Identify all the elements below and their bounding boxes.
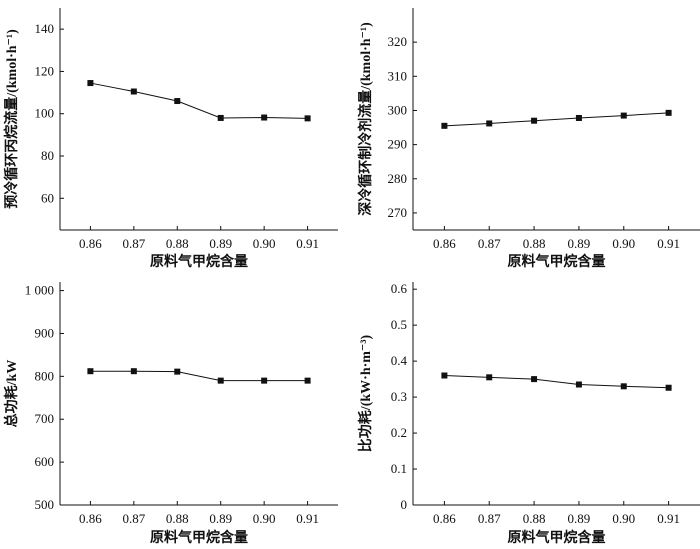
x-tick-label: 0.89 <box>209 511 232 526</box>
x-tick-label: 0.88 <box>523 236 546 251</box>
x-tick-label: 0.86 <box>79 236 102 251</box>
x-tick-label: 0.91 <box>296 236 319 251</box>
data-point <box>575 114 582 121</box>
data-point <box>87 80 94 87</box>
data-point <box>441 372 448 379</box>
y-tick-label: 0.5 <box>391 317 407 332</box>
y-tick-label: 500 <box>35 497 55 512</box>
x-tick-label: 0.87 <box>122 236 145 251</box>
data-point <box>486 374 493 381</box>
total-power-chart: 0.86 0.87 0.88 0.89 0.90 0.91 500 600 700 800 900 1… <box>3 282 338 546</box>
data-point <box>620 112 627 119</box>
y-tick-label: 270 <box>388 205 408 220</box>
series-line <box>444 375 669 389</box>
data-point <box>486 120 493 127</box>
x-tick-label: 0.91 <box>657 511 680 526</box>
data-point <box>130 88 137 95</box>
y-tick-label: 0.3 <box>391 389 407 404</box>
data-point <box>261 377 268 384</box>
data-point <box>531 376 538 383</box>
y-tick-label: 320 <box>388 34 408 49</box>
x-tick-label: 0.90 <box>612 236 635 251</box>
data-point <box>665 384 672 391</box>
y-tick-label: 0.2 <box>391 425 407 440</box>
data-point <box>130 368 137 375</box>
x-tick-label: 0.86 <box>433 236 456 251</box>
y-tick-label: 300 <box>388 102 408 117</box>
x-tick-label: 0.87 <box>478 236 501 251</box>
x-axis-title: 原料气甲烷含量 <box>508 529 606 546</box>
y-axis-title: 比功耗/(kW·h·m⁻³) <box>357 334 374 452</box>
x-tick-label: 0.88 <box>523 511 546 526</box>
x-tick-label: 0.91 <box>657 236 680 251</box>
y-tick-label: 1 000 <box>25 283 54 298</box>
x-tick-label: 0.90 <box>612 511 635 526</box>
series-line <box>90 370 308 382</box>
series-line <box>444 112 669 127</box>
y-tick-label: 140 <box>35 21 55 36</box>
y-tick-label: 290 <box>388 137 408 152</box>
deepcool-refrigerant-flow-chart: 0.86 0.87 0.88 0.89 0.90 0.91 270 280 290 300 310 3… <box>357 8 700 270</box>
series-line <box>90 82 308 119</box>
x-tick-label: 0.87 <box>122 511 145 526</box>
data-point <box>87 368 94 375</box>
y-tick-label: 800 <box>35 368 55 383</box>
specific-power-chart: 0.86 0.87 0.88 0.89 0.90 0.91 0 0.1 0.2 0.3 0.4 0.5… <box>357 281 700 546</box>
data-point <box>575 381 582 388</box>
x-tick-label: 0.88 <box>166 236 189 251</box>
x-tick-label: 0.86 <box>433 511 456 526</box>
y-tick-label: 120 <box>35 63 55 78</box>
y-tick-label: 0 <box>401 497 408 512</box>
data-point <box>174 368 181 375</box>
data-point <box>304 115 311 122</box>
y-axis-title: 总功耗/kW <box>3 360 20 428</box>
x-axis-title: 原料气甲烷含量 <box>150 529 248 546</box>
y-tick-label: 100 <box>35 106 55 121</box>
x-tick-label: 0.87 <box>478 511 501 526</box>
x-tick-label: 0.89 <box>209 236 232 251</box>
data-point <box>217 377 224 384</box>
y-tick-label: 600 <box>35 454 55 469</box>
y-axis-title: 深冷循环制冷剂流量/(kmol·h⁻¹) <box>357 22 374 216</box>
data-point <box>531 117 538 124</box>
data-point <box>261 114 268 121</box>
y-tick-label: 700 <box>35 411 55 426</box>
y-axis-title: 预冷循环丙烷流量/(kmol·h⁻¹) <box>3 29 20 209</box>
y-tick-label: 60 <box>41 190 54 205</box>
y-tick-label: 80 <box>41 148 54 163</box>
x-axis-title: 原料气甲烷含量 <box>150 253 248 270</box>
data-point <box>620 383 627 390</box>
x-tick-label: 0.90 <box>253 236 276 251</box>
y-tick-label: 0.4 <box>391 353 408 368</box>
x-tick-label: 0.89 <box>568 236 591 251</box>
x-tick-label: 0.91 <box>296 511 319 526</box>
data-point <box>441 122 448 129</box>
data-point <box>217 114 224 121</box>
data-point <box>174 98 181 105</box>
y-tick-label: 280 <box>388 171 408 186</box>
data-point <box>304 377 311 384</box>
x-axis-title: 原料气甲烷含量 <box>508 253 606 270</box>
y-tick-label: 0.6 <box>391 281 408 296</box>
data-point <box>665 109 672 116</box>
precool-propane-flow-chart: 0.86 0.87 0.88 0.89 0.90 0.91 60 80 100 120 140 原料气… <box>3 8 338 270</box>
x-tick-label: 0.90 <box>253 511 276 526</box>
y-tick-label: 0.1 <box>391 461 407 476</box>
y-tick-label: 900 <box>35 325 55 340</box>
y-tick-label: 310 <box>388 68 408 83</box>
x-tick-label: 0.88 <box>166 511 189 526</box>
x-tick-label: 0.86 <box>79 511 102 526</box>
x-tick-label: 0.89 <box>568 511 591 526</box>
